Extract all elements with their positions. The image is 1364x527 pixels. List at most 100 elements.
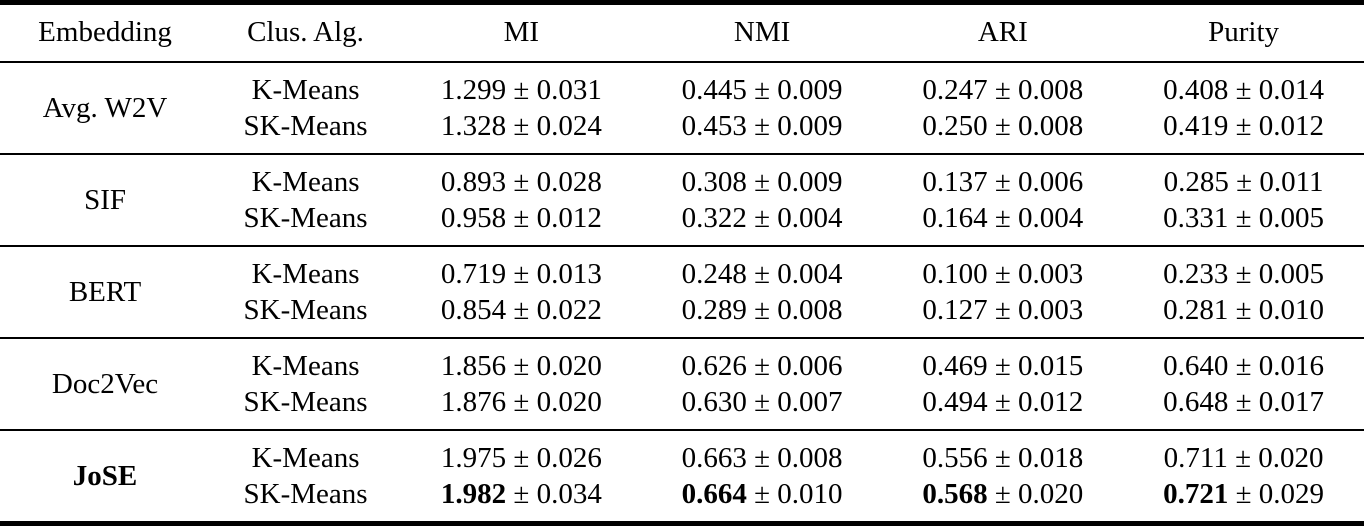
- value-cell-purity: 0.331 ± 0.005: [1123, 200, 1364, 246]
- value-cell-mi: 0.893 ± 0.028: [401, 154, 642, 200]
- table-row: Avg. W2V K-Means 1.299 ± 0.031 0.445 ± 0…: [0, 62, 1364, 124]
- metric-mean: 0.893: [440, 166, 507, 198]
- alg-cell: SK-Means: [243, 110, 368, 142]
- table-row: Doc2Vec K-Means 1.856 ± 0.020 0.626 ± 0.…: [0, 338, 1364, 400]
- metric-std: ± 0.008: [994, 110, 1084, 142]
- embedding-cell: BERT: [68, 276, 142, 308]
- metric-std: ± 0.024: [513, 110, 602, 142]
- metric-mean: 0.127: [922, 294, 988, 326]
- value-cell-nmi: 0.289 ± 0.008: [642, 292, 883, 338]
- metric-std: ± 0.016: [1235, 350, 1325, 382]
- metric-std: ± 0.012: [1235, 110, 1325, 142]
- metric-mean: 0.100: [922, 258, 988, 290]
- metric-std: ± 0.022: [513, 294, 602, 326]
- table-row: SIF K-Means 0.893 ± 0.028 0.308 ± 0.009 …: [0, 154, 1364, 216]
- value-cell-nmi: 0.248 ± 0.004: [642, 246, 883, 292]
- metric-std: ± 0.012: [513, 202, 602, 234]
- metric-std: ± 0.012: [994, 386, 1084, 418]
- embedding-cell: Doc2Vec: [51, 368, 159, 400]
- metric-mean: 1.856: [440, 350, 507, 382]
- metric-std: ± 0.009: [754, 74, 843, 106]
- metric-mean: 0.648: [1163, 386, 1229, 418]
- header-ari: ARI: [882, 2, 1124, 63]
- metric-mean: 0.408: [1163, 74, 1229, 106]
- alg-cell: K-Means: [251, 350, 360, 382]
- metric-std: ± 0.011: [1236, 166, 1324, 198]
- group-avg-w2v: Avg. W2V K-Means 1.299 ± 0.031 0.445 ± 0…: [0, 62, 1364, 154]
- value-cell-ari: 0.568 ± 0.020: [882, 476, 1123, 524]
- value-cell-purity: 0.408 ± 0.014: [1123, 62, 1364, 108]
- metric-mean: 0.711: [1163, 442, 1228, 474]
- alg-cell: SK-Means: [243, 294, 368, 326]
- value-cell-mi: 0.958 ± 0.012: [401, 200, 642, 246]
- metric-mean: 0.469: [922, 350, 988, 382]
- metric-std: ± 0.008: [754, 442, 843, 474]
- metric-mean: 0.250: [922, 110, 988, 142]
- embedding-cell: JoSE: [72, 460, 138, 492]
- metric-mean: 1.328: [440, 110, 507, 142]
- metric-mean: 1.299: [440, 74, 507, 106]
- metric-mean: 0.626: [681, 350, 747, 382]
- table-row: SK-Means 0.958 ± 0.012 0.322 ± 0.004 0.1…: [0, 200, 1364, 246]
- table-row: SK-Means 0.854 ± 0.022 0.289 ± 0.008 0.1…: [0, 292, 1364, 338]
- metric-mean: 0.164: [922, 202, 988, 234]
- metric-mean: 1.982: [440, 478, 507, 510]
- header-row: Embedding Clus. Alg. MI NMI ARI Purity: [0, 2, 1364, 63]
- metric-mean: 0.568: [922, 478, 988, 510]
- value-cell-purity: 0.648 ± 0.017: [1123, 384, 1364, 430]
- value-cell-purity: 0.640 ± 0.016: [1123, 338, 1364, 384]
- value-cell-purity: 0.711 ± 0.020: [1123, 430, 1364, 476]
- metric-mean: 0.247: [922, 74, 988, 106]
- metric-std: ± 0.028: [513, 166, 602, 198]
- metric-mean: 0.664: [681, 478, 747, 510]
- embedding-cell: Avg. W2V: [42, 92, 168, 124]
- value-cell-mi: 0.719 ± 0.013: [401, 246, 642, 292]
- group-jose: JoSE K-Means 1.975 ± 0.026 0.663 ± 0.008…: [0, 430, 1364, 524]
- metric-std: ± 0.004: [754, 202, 843, 234]
- metric-std: ± 0.020: [994, 478, 1084, 510]
- value-cell-mi: 0.854 ± 0.022: [401, 292, 642, 338]
- metric-mean: 0.854: [440, 294, 507, 326]
- metric-std: ± 0.020: [1235, 442, 1324, 474]
- metric-mean: 0.248: [681, 258, 747, 290]
- metric-std: ± 0.026: [513, 442, 602, 474]
- header-clus-alg: Clus. Alg.: [210, 2, 401, 63]
- metric-std: ± 0.004: [754, 258, 843, 290]
- group-bert: BERT K-Means 0.719 ± 0.013 0.248 ± 0.004…: [0, 246, 1364, 338]
- alg-cell: SK-Means: [243, 202, 368, 234]
- alg-cell: K-Means: [251, 166, 360, 198]
- value-cell-nmi: 0.630 ± 0.007: [642, 384, 883, 430]
- metric-mean: 0.289: [681, 294, 747, 326]
- value-cell-ari: 0.127 ± 0.003: [882, 292, 1123, 338]
- table-row: JoSE K-Means 1.975 ± 0.026 0.663 ± 0.008…: [0, 430, 1364, 492]
- value-cell-nmi: 0.322 ± 0.004: [642, 200, 883, 246]
- group-sif: SIF K-Means 0.893 ± 0.028 0.308 ± 0.009 …: [0, 154, 1364, 246]
- metric-mean: 0.721: [1163, 478, 1229, 510]
- value-cell-nmi: 0.626 ± 0.006: [642, 338, 883, 384]
- metric-std: ± 0.015: [994, 350, 1084, 382]
- metric-mean: 0.719: [440, 258, 507, 290]
- metric-mean: 0.322: [681, 202, 747, 234]
- metric-std: ± 0.018: [994, 442, 1084, 474]
- value-cell-purity: 0.233 ± 0.005: [1123, 246, 1364, 292]
- table-row: SK-Means 1.982 ± 0.034 0.664 ± 0.010 0.5…: [0, 476, 1364, 524]
- value-cell-nmi: 0.663 ± 0.008: [642, 430, 883, 476]
- alg-cell: K-Means: [251, 258, 360, 290]
- metric-mean: 0.630: [681, 386, 747, 418]
- metric-std: ± 0.014: [1235, 74, 1325, 106]
- value-cell-mi: 1.856 ± 0.020: [401, 338, 642, 384]
- table-row: SK-Means 1.876 ± 0.020 0.630 ± 0.007 0.4…: [0, 384, 1364, 430]
- header-mi: MI: [401, 2, 642, 63]
- metric-std: ± 0.006: [754, 350, 843, 382]
- value-cell-mi: 1.982 ± 0.034: [401, 476, 642, 524]
- value-cell-nmi: 0.664 ± 0.010: [642, 476, 883, 524]
- metric-mean: 0.281: [1163, 294, 1229, 326]
- metric-std: ± 0.013: [513, 258, 602, 290]
- value-cell-mi: 1.299 ± 0.031: [401, 62, 642, 108]
- metric-std: ± 0.017: [1235, 386, 1325, 418]
- metric-std: ± 0.004: [994, 202, 1084, 234]
- metric-mean: 0.137: [922, 166, 988, 198]
- value-cell-mi: 1.975 ± 0.026: [401, 430, 642, 476]
- value-cell-ari: 0.247 ± 0.008: [882, 62, 1123, 108]
